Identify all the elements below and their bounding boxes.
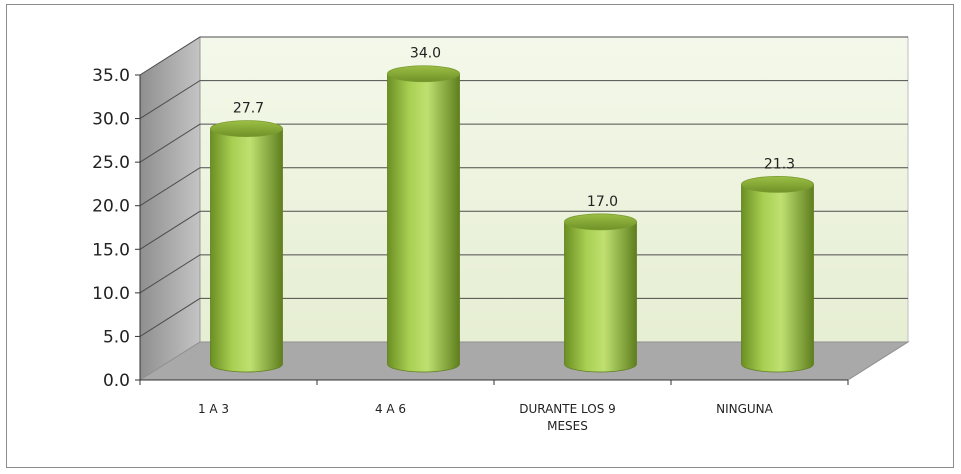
x-category-label: DURANTE LOS 9 MESES <box>519 402 616 433</box>
y-tick-label: 25.0 <box>92 153 130 173</box>
bar-body <box>387 73 460 373</box>
x-category-label: 1 A 3 <box>198 402 229 416</box>
x-category-label: NINGUNA <box>716 402 774 416</box>
bar-top <box>741 175 814 193</box>
gridline <box>139 210 908 250</box>
bar <box>387 65 460 373</box>
side-wall <box>139 36 201 381</box>
bar-series <box>210 65 814 373</box>
labels: 0.0 5.0 10.0 15.0 20.0 25.0 30.0 35.0 27.7 1 A 3 3… <box>92 46 795 433</box>
bar-body <box>564 221 637 373</box>
y-tick-label: 15.0 <box>92 240 130 260</box>
gridline <box>139 80 908 119</box>
gridline <box>139 254 908 294</box>
axes <box>135 74 849 385</box>
data-label: 17.0 <box>587 194 618 210</box>
gridline <box>139 36 908 76</box>
bar-top <box>210 120 283 138</box>
bar-top <box>564 213 637 231</box>
x-category-label: 4 A 6 <box>375 402 406 416</box>
plot-walls <box>138 36 910 381</box>
y-tick-label: 5.0 <box>103 327 130 347</box>
bar-body <box>741 183 814 373</box>
bar <box>210 120 283 373</box>
data-label: 27.7 <box>233 101 264 117</box>
y-tick-label: 35.0 <box>92 66 130 86</box>
bar-top <box>387 65 460 83</box>
bar <box>741 175 814 373</box>
gridlines <box>139 36 908 337</box>
gridline <box>139 297 908 337</box>
bar-body <box>210 128 283 373</box>
gridline <box>139 123 908 163</box>
y-tick-label: 0.0 <box>103 371 130 391</box>
data-label: 21.3 <box>764 156 795 172</box>
data-label: 34.0 <box>410 46 441 62</box>
y-tick-label: 10.0 <box>92 284 130 304</box>
y-tick-label: 30.0 <box>92 110 130 130</box>
y-tick-label: 20.0 <box>92 197 130 217</box>
gridline <box>139 167 908 207</box>
bar <box>564 213 637 373</box>
